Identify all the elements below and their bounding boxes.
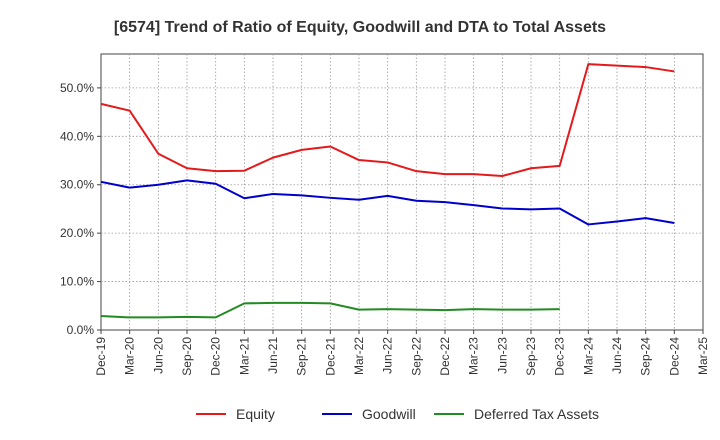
- x-axis: Dec-19 Mar-20 Jun-20 Sep-20 Dec-20 Mar-21 Jun-…: [94, 330, 710, 376]
- plot-area: [100, 53, 704, 331]
- x-tick-label: Sep-22: [409, 337, 423, 376]
- x-tick-label: Dec-19: [94, 337, 108, 376]
- x-tick-label: Dec-24: [667, 337, 681, 376]
- series-line-goodwill: [100, 179, 675, 226]
- y-tick-label: 20.0%: [60, 226, 94, 240]
- series-lines: [100, 63, 675, 319]
- x-tick-label: Mar-21: [237, 337, 251, 375]
- x-tick-label: Dec-22: [438, 337, 452, 376]
- x-tick-label: Jun-24: [610, 337, 624, 374]
- x-tick-label: Mar-22: [352, 337, 366, 375]
- y-tick-label: 50.0%: [60, 81, 94, 95]
- x-tick-label: Jun-23: [495, 337, 509, 374]
- x-tick-label: Sep-20: [180, 337, 194, 376]
- y-axis: 0.0% 10.0% 20.0% 30.0% 40.0% 50.0%: [60, 81, 101, 337]
- legend-label-deferred-tax-assets: Deferred Tax Assets: [474, 406, 599, 422]
- grid: [101, 54, 703, 330]
- x-tick-label: Jun-20: [151, 337, 165, 374]
- x-tick-label: Jun-21: [266, 337, 280, 374]
- x-tick-label: Dec-20: [209, 337, 223, 376]
- x-tick-label: Dec-23: [553, 337, 567, 376]
- x-tick-label: Sep-23: [524, 337, 538, 376]
- y-tick-label: 10.0%: [60, 275, 94, 289]
- x-tick-label: Mar-25: [696, 337, 710, 375]
- x-tick-label: Mar-20: [123, 337, 137, 375]
- x-tick-label: Sep-24: [639, 337, 653, 376]
- series-line-deferred-tax-assets: [100, 301, 560, 319]
- x-tick-label: Dec-21: [323, 337, 337, 376]
- y-tick-label: 40.0%: [60, 129, 94, 143]
- chart-title: [6574] Trend of Ratio of Equity, Goodwil…: [114, 19, 606, 36]
- x-tick-label: Mar-24: [581, 337, 595, 375]
- legend-label-equity: Equity: [236, 406, 275, 422]
- x-tick-label: Mar-23: [467, 337, 481, 375]
- x-tick-label: Sep-21: [295, 337, 309, 376]
- legend-label-goodwill: Goodwill: [362, 406, 416, 422]
- series-line-equity: [100, 63, 675, 178]
- x-tick-label: Jun-22: [381, 337, 395, 374]
- legend: Equity Goodwill Deferred Tax Assets: [196, 406, 599, 422]
- y-tick-label: 30.0%: [60, 178, 94, 192]
- y-tick-label: 0.0%: [67, 323, 95, 337]
